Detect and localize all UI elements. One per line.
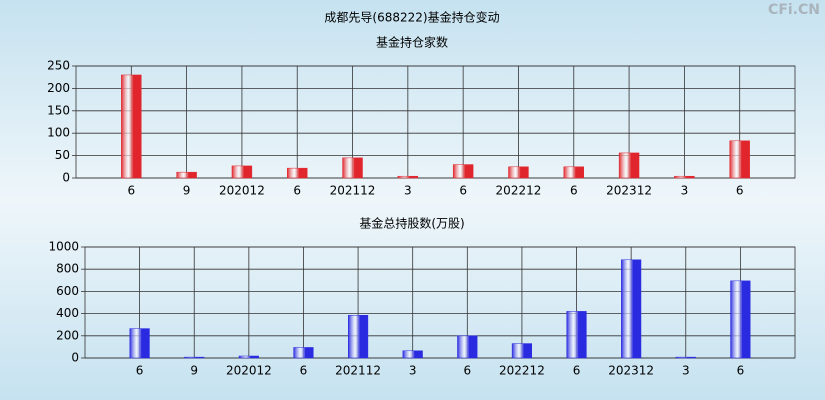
bar: [231, 165, 253, 179]
y-tick-label: 200: [47, 81, 70, 95]
x-tick-label: 202312: [608, 364, 654, 378]
x-tick-label: 3: [682, 364, 690, 378]
bar: [621, 259, 642, 359]
bar: [342, 157, 363, 179]
x-tick-label: 3: [404, 184, 412, 198]
x-tick-label: 6: [737, 364, 745, 378]
x-tick-label: 6: [570, 184, 578, 198]
y-tick-label: 100: [47, 126, 70, 140]
bar: [184, 356, 205, 359]
x-tick-label: 202212: [499, 364, 545, 378]
bar: [452, 164, 474, 179]
bar: [397, 175, 419, 179]
x-tick-label: 6: [463, 364, 471, 378]
x-tick-label: 202212: [496, 184, 542, 198]
x-tick-label: 3: [681, 184, 689, 198]
x-tick-label: 6: [136, 364, 144, 378]
x-tick-label: 6: [736, 184, 744, 198]
y-tick-label: 200: [56, 328, 79, 342]
bar: [508, 166, 529, 179]
x-tick-label: 202012: [226, 364, 272, 378]
bar: [347, 315, 369, 359]
y-tick-label: 400: [56, 306, 79, 320]
chart-title: 基金持仓家数: [376, 35, 448, 50]
x-tick-label: 6: [459, 184, 467, 198]
y-tick-label: 1000: [48, 240, 79, 254]
bar: [176, 171, 197, 179]
x-tick-label: 202112: [335, 364, 381, 378]
y-tick-label: 0: [71, 351, 79, 365]
bar: [618, 152, 640, 179]
bar: [674, 175, 695, 179]
x-tick-label: 202312: [606, 184, 652, 198]
x-tick-label: 9: [183, 184, 191, 198]
bar: [402, 350, 423, 359]
x-tick-label: 9: [190, 364, 198, 378]
y-tick-label: 250: [47, 59, 70, 73]
y-tick-label: 50: [55, 148, 70, 162]
x-tick-label: 6: [300, 364, 308, 378]
bar: [511, 343, 533, 359]
bar: [675, 356, 696, 359]
bar: [293, 347, 314, 359]
y-tick-label: 800: [56, 262, 79, 276]
bar: [563, 166, 584, 179]
page-title: 成都先导(688222)基金持仓变动: [324, 10, 499, 25]
x-tick-label: 6: [127, 184, 135, 198]
bar: [238, 355, 259, 359]
bar: [457, 335, 478, 359]
x-tick-label: 6: [293, 184, 301, 198]
y-tick-label: 150: [47, 103, 70, 117]
bar: [129, 328, 150, 359]
y-tick-label: 600: [56, 284, 79, 298]
bar: [730, 280, 751, 359]
bar: [729, 140, 750, 179]
x-tick-label: 202012: [219, 184, 265, 198]
bar: [121, 74, 142, 179]
bar: [566, 311, 587, 359]
chart-title: 基金总持股数(万股): [359, 216, 464, 231]
watermark: CFi.CN: [768, 2, 820, 18]
x-tick-label: 202112: [330, 184, 376, 198]
x-tick-label: 6: [573, 364, 581, 378]
x-tick-label: 3: [409, 364, 417, 378]
y-tick-label: 0: [62, 171, 70, 185]
bar: [287, 167, 308, 179]
